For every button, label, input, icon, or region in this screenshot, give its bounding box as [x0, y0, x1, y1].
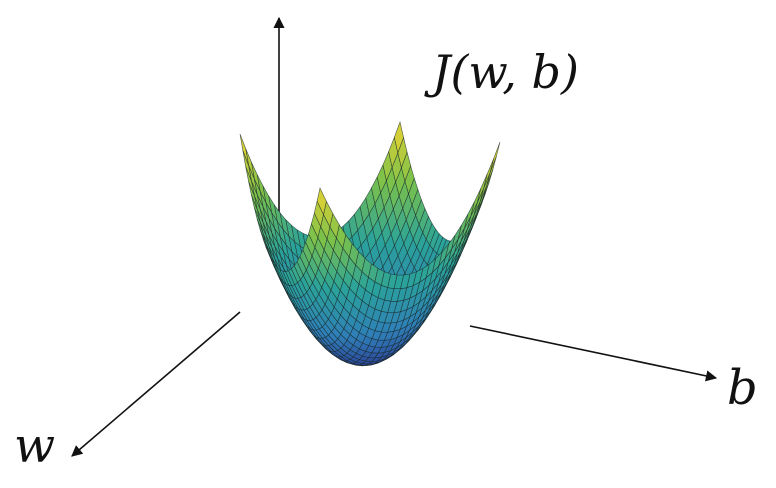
surface-patch — [239, 133, 249, 166]
function-label: J(w, b) — [424, 45, 579, 99]
paraboloid-surface — [239, 120, 501, 367]
surface-patch — [316, 187, 327, 216]
axis-b — [469, 325, 718, 382]
surface-patch — [489, 141, 501, 174]
axis-w-label: w — [14, 418, 55, 474]
axis-b-label: b — [727, 360, 758, 416]
axis-w — [71, 311, 241, 457]
